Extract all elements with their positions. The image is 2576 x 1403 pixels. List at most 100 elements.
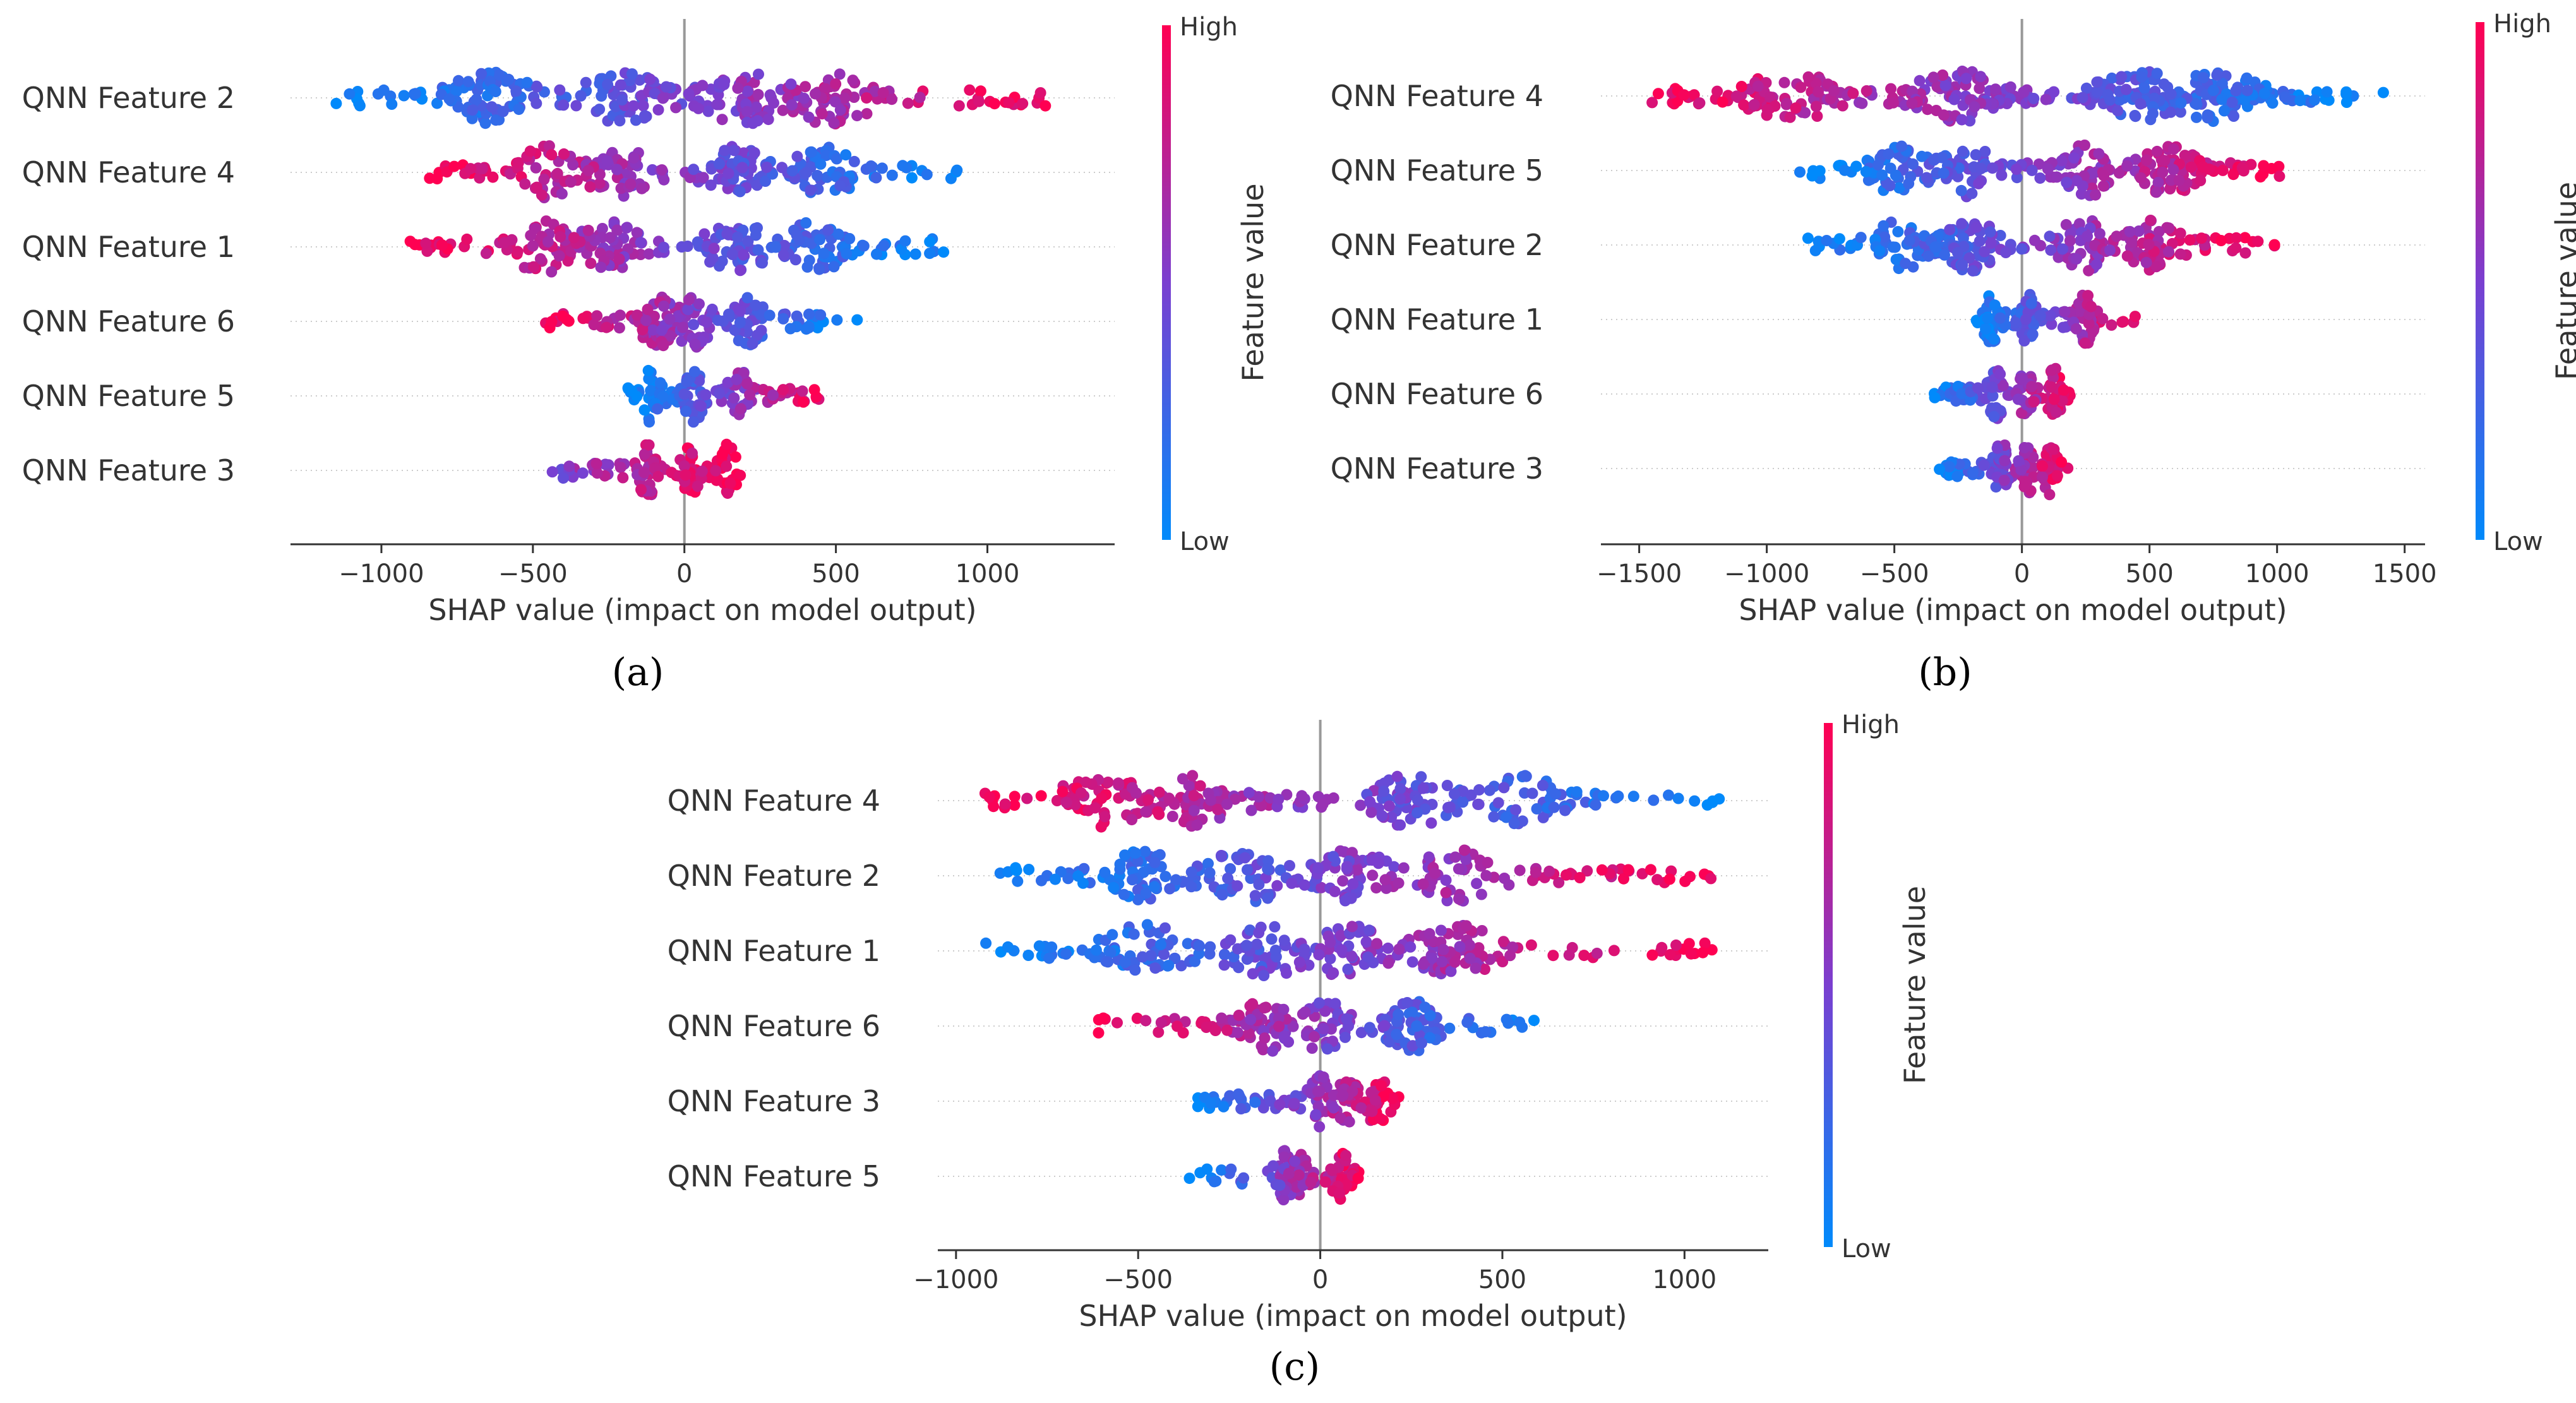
x-tick-label: −1000 (913, 1265, 998, 1294)
shap-point (2165, 106, 2177, 118)
shap-point (2165, 174, 2177, 186)
shap-point (1979, 146, 1991, 157)
shap-point (791, 229, 803, 241)
shap-point (1975, 163, 1987, 174)
shap-point (2104, 94, 2116, 106)
shap-point (1240, 940, 1252, 952)
shap-point (1255, 800, 1267, 811)
shap-point (1419, 1001, 1431, 1013)
shap-point (1205, 1097, 1217, 1109)
shap-point (638, 404, 650, 416)
shap-point (626, 68, 638, 80)
shap-point (635, 237, 647, 249)
shap-point (2051, 470, 2063, 482)
shap-point (742, 235, 754, 247)
shap-point (614, 309, 626, 321)
shap-point (964, 84, 976, 96)
shap-point (1218, 959, 1230, 971)
shap-point (1222, 873, 1234, 884)
shap-point (2097, 313, 2109, 325)
shap-point (1183, 1173, 1195, 1185)
shap-point (1952, 247, 1963, 259)
shap-point (2051, 407, 2063, 419)
shap-point (1278, 1003, 1290, 1015)
shap-point (513, 104, 525, 116)
shap-point (696, 465, 708, 477)
shap-point (1735, 81, 1747, 92)
shap-point (582, 165, 594, 177)
shap-point (2226, 96, 2238, 108)
shap-point (2046, 364, 2058, 376)
shap-point (1216, 1012, 1228, 1024)
shap-point (611, 224, 623, 236)
shap-point (594, 177, 606, 189)
shap-point (1159, 922, 1171, 934)
chart-panel-a: QNN Feature 2 QNN Feature 4 QNN Feature 1 Q… (22, 13, 1270, 695)
shap-point (1460, 854, 1472, 865)
colorbar (1824, 723, 1833, 1247)
shap-point (1287, 1020, 1299, 1032)
shap-point (2091, 258, 2102, 270)
shap-point (2018, 481, 2030, 493)
shap-point (1890, 254, 1902, 265)
shap-point (2174, 248, 2186, 260)
shap-point (1678, 89, 1690, 101)
shap-point (1314, 1085, 1326, 1097)
shap-point (2164, 183, 2176, 194)
shap-point (1378, 777, 1390, 789)
shap-point (556, 188, 568, 200)
shap-point (1319, 1005, 1331, 1017)
shap-point (732, 82, 744, 94)
shap-point (1761, 104, 1773, 116)
shap-point (678, 460, 690, 472)
shap-point (746, 338, 758, 350)
shap-point (2025, 297, 2037, 309)
shap-point (1424, 1010, 1436, 1022)
shap-point (1966, 188, 1978, 200)
shap-point (1903, 177, 1915, 189)
shap-point (1652, 88, 1664, 100)
shap-point (1284, 860, 1295, 871)
shap-point (921, 169, 933, 181)
shap-point (2010, 317, 2022, 328)
shap-point (596, 223, 608, 234)
shap-point (1112, 777, 1124, 789)
shap-point (1106, 929, 1118, 941)
shap-point (1814, 165, 1826, 177)
shap-point (1216, 889, 1228, 901)
shap-point (2150, 186, 2162, 198)
shap-point (344, 88, 356, 100)
shap-point (1309, 1030, 1321, 1042)
shap-point (1411, 807, 1423, 819)
shap-point (1967, 467, 1979, 479)
shap-point (1996, 169, 2008, 181)
shap-point (1341, 1013, 1353, 1025)
colorbar-high-label: High (1180, 13, 1238, 42)
shap-point (1929, 241, 1941, 253)
shap-point (1351, 864, 1363, 876)
shap-point (1890, 169, 1902, 181)
shap-point (1060, 948, 1072, 960)
shap-point (1033, 940, 1045, 952)
shap-point (1889, 241, 1901, 253)
shap-point (2083, 265, 2095, 277)
x-tick-label: 1000 (956, 559, 1020, 588)
shap-point (1163, 960, 1175, 972)
shap-point (637, 324, 649, 336)
shap-point (1479, 964, 1490, 976)
shap-point (1956, 388, 1968, 400)
shap-point (2135, 98, 2147, 110)
shap-point (1355, 1102, 1367, 1114)
shap-point (1730, 90, 1742, 102)
shap-point (1021, 792, 1033, 804)
shap-point (2079, 337, 2091, 349)
shap-point (2056, 155, 2068, 167)
shap-point (2158, 78, 2170, 90)
shap-point (1989, 299, 2001, 311)
shap-point (530, 97, 542, 109)
shap-point (813, 263, 825, 275)
shap-point (1383, 800, 1395, 812)
shap-point (1281, 967, 1292, 979)
shap-point (2045, 309, 2057, 321)
shap-point (664, 313, 676, 325)
